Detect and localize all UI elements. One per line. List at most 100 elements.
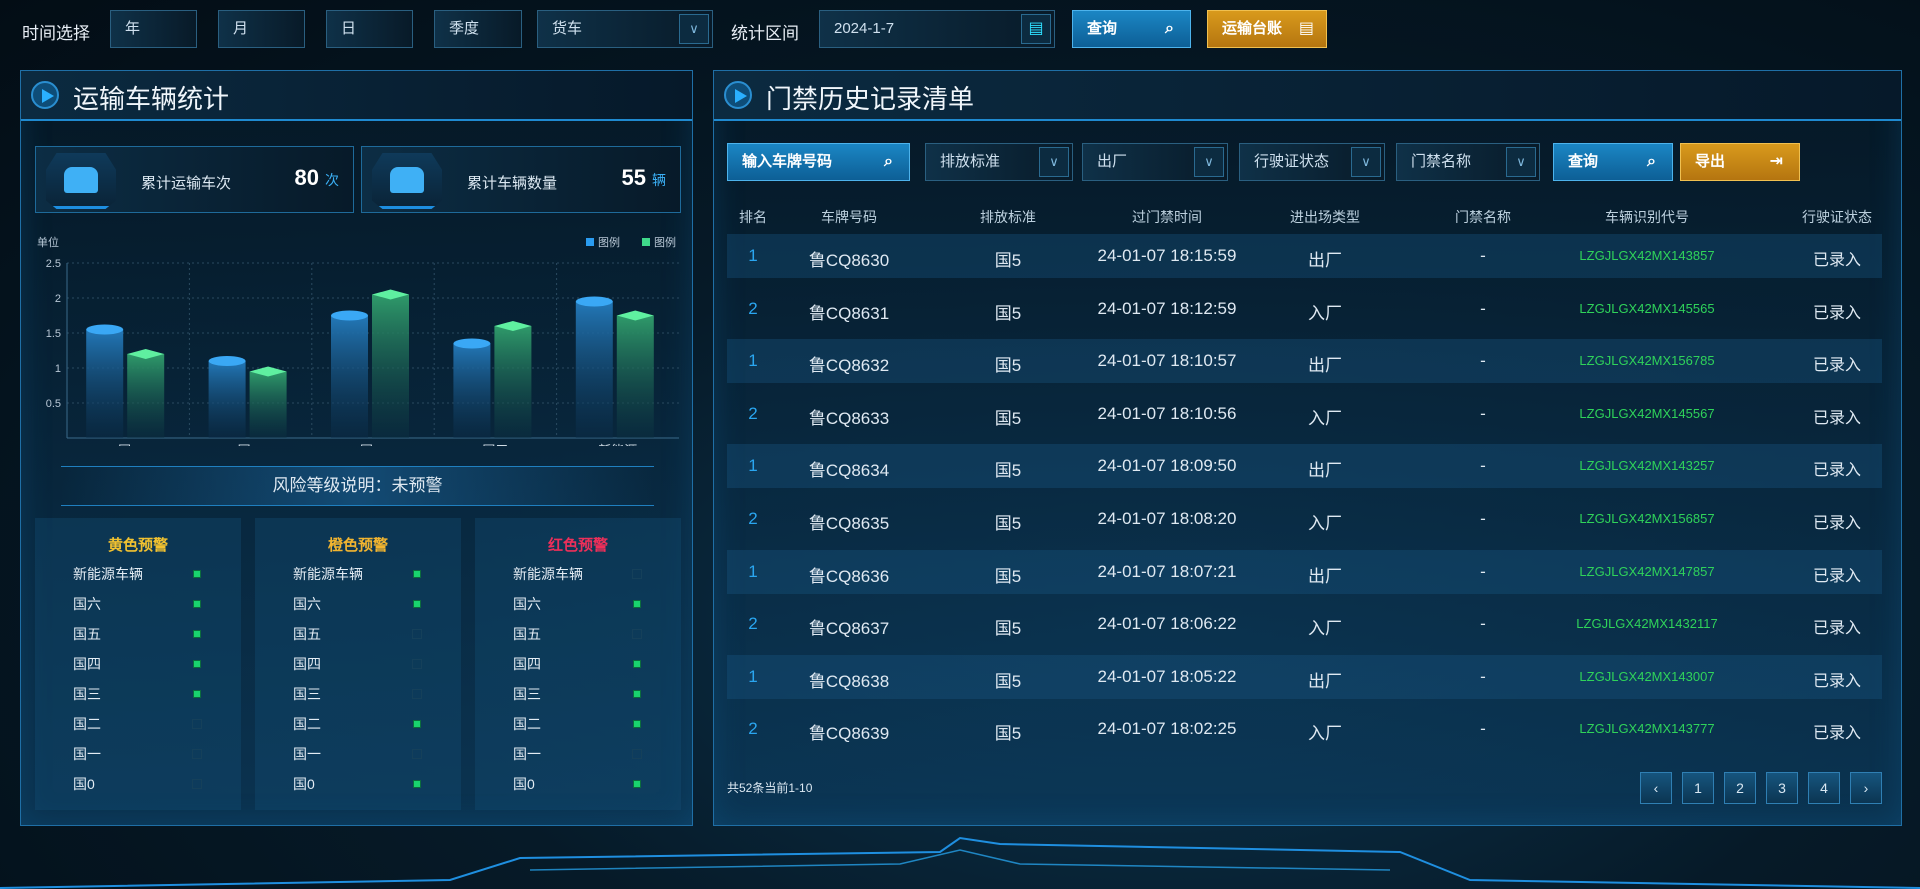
license-status-select[interactable]: 行驶证状态 ∨ xyxy=(1239,143,1385,181)
table-row[interactable]: 2 鲁CQ8637 国5 24-01-07 18:06:22 入厂 - LZGJLGX42M… xyxy=(727,602,1882,646)
column-header: 行驶证状态 xyxy=(1802,209,1872,225)
x-tick-label: 国一 xyxy=(238,443,264,446)
page-button-4[interactable]: 4 xyxy=(1808,772,1840,804)
cell-5: - xyxy=(1480,666,1486,686)
risk-group-title: 黄色预警 xyxy=(107,537,168,554)
cell-7: 已录入 xyxy=(1812,409,1862,427)
cell-7: 已录入 xyxy=(1812,357,1862,375)
risk-check-indicator xyxy=(632,629,642,639)
cell-3: 24-01-07 18:15:59 xyxy=(1097,246,1237,265)
risk-check-indicator xyxy=(633,720,641,728)
cell-6: LZGJLGX42MX143857 xyxy=(1579,248,1715,263)
cell-1: 鲁CQ8637 xyxy=(808,619,890,639)
cell-7: 已录入 xyxy=(1812,725,1862,743)
table-row[interactable]: 2 鲁CQ8631 国5 24-01-07 18:12:59 入厂 - LZGJLGX42M… xyxy=(727,287,1882,331)
ledger-button[interactable]: 运输台账 ▤ xyxy=(1207,10,1327,48)
table-row[interactable]: 1 鲁CQ8634 国5 24-01-07 18:09:50 出厂 - LZGJLGX42M… xyxy=(727,444,1882,489)
search-icon: ⌕ xyxy=(1165,20,1174,37)
risk-item-label: 国四 xyxy=(73,656,101,672)
cell-6: LZGJLGX42MX143257 xyxy=(1579,458,1715,474)
risk-check-indicator xyxy=(633,660,641,668)
risk-group: 橙色预警 新能源车辆 国六 国五 国四 国三 国二 国一 国0 xyxy=(255,518,461,810)
cell-3: 24-01-07 18:05:22 xyxy=(1097,666,1237,686)
page-button-3[interactable]: 3 xyxy=(1766,772,1798,804)
export-button[interactable]: 导出 ⇥ xyxy=(1680,143,1800,181)
day-input[interactable]: 日 xyxy=(326,10,413,48)
cell-4: 出厂 xyxy=(1308,461,1342,481)
x-tick-label: 国三 xyxy=(482,443,508,446)
risk-check-indicator xyxy=(412,659,422,669)
column-header: 车辆识别代号 xyxy=(1605,209,1689,225)
cell-0: 1 xyxy=(748,351,758,371)
ledger-label: 运输台账 xyxy=(1222,20,1283,37)
stat-label: 累计运输车次 xyxy=(141,175,232,192)
y-tick-label: 0.5 xyxy=(46,398,61,410)
risk-check-indicator xyxy=(413,720,421,728)
stat-value: 80 次 xyxy=(294,165,339,190)
bar xyxy=(372,294,409,438)
risk-check-indicator xyxy=(412,629,422,639)
prev-page-button[interactable]: ‹ xyxy=(1640,772,1672,804)
cell-3: 24-01-07 18:09:50 xyxy=(1097,456,1237,476)
y-tick-label: 2 xyxy=(55,293,61,305)
query-label: 查询 xyxy=(1568,153,1599,170)
risk-item-label: 国二 xyxy=(513,716,541,732)
chevron-down-icon: ∨ xyxy=(679,14,709,44)
cell-2: 国5 xyxy=(994,251,1022,270)
table-row[interactable]: 1 鲁CQ8636 国5 24-01-07 18:07:21 出厂 - LZGJLGX42M… xyxy=(727,549,1882,594)
quarter-input[interactable]: 季度 xyxy=(434,10,522,48)
calendar-icon[interactable]: ▤ xyxy=(1021,14,1051,44)
plate-placeholder: 输入车牌号码 xyxy=(742,153,833,170)
table-row[interactable]: 1 鲁CQ8638 国5 24-01-07 18:05:22 出厂 - LZGJLGX42M… xyxy=(727,654,1882,699)
table-row[interactable]: 2 鲁CQ8633 国5 24-01-07 18:10:56 入厂 - LZGJLGX42M… xyxy=(727,392,1882,436)
cell-3: 24-01-07 18:07:21 xyxy=(1097,561,1237,581)
risk-check-indicator xyxy=(193,600,201,608)
table-row[interactable]: 2 鲁CQ8635 国5 24-01-07 18:08:20 入厂 - LZGJLGX42M… xyxy=(727,497,1882,541)
emission-select[interactable]: 排放标准 ∨ xyxy=(925,143,1073,181)
month-input[interactable]: 月 xyxy=(218,10,305,48)
gate-name-select[interactable]: 门禁名称 ∨ xyxy=(1396,143,1540,181)
direction-select[interactable]: 出厂 ∨ xyxy=(1082,143,1228,181)
date-input[interactable]: 2024-1-7 ▤ xyxy=(819,10,1055,48)
table-row[interactable]: 2 鲁CQ8639 国5 24-01-07 18:02:25 入厂 - LZGJLGX42M… xyxy=(727,707,1882,751)
risk-check-indicator xyxy=(192,749,202,759)
cell-4: 入厂 xyxy=(1308,514,1342,533)
cell-6: LZGJLGX42MX1432117 xyxy=(1576,616,1718,632)
risk-group-title: 橙色预警 xyxy=(327,537,388,554)
page-button-2[interactable]: 2 xyxy=(1724,772,1756,804)
query-label: 查询 xyxy=(1087,20,1118,37)
cell-5: - xyxy=(1480,719,1486,739)
page-button-1[interactable]: 1 xyxy=(1682,772,1714,804)
table-query-button[interactable]: 查询 ⌕ xyxy=(1553,143,1673,181)
plate-search-input[interactable]: 输入车牌号码 ⌕ xyxy=(727,143,910,181)
risk-item-label: 新能源车辆 xyxy=(513,566,583,582)
risk-check-indicator xyxy=(193,570,201,578)
cell-3: 24-01-07 18:06:22 xyxy=(1097,614,1237,634)
direction-value: 出厂 xyxy=(1097,153,1128,170)
panel-title: 门禁历史记录清单 xyxy=(766,84,975,114)
risk-item-label: 国一 xyxy=(73,746,101,762)
risk-check-indicator xyxy=(193,690,201,698)
stat-card-vehicles: 累计车辆数量 55 辆 xyxy=(361,146,681,213)
vehicle-type-value: 货车 xyxy=(552,20,583,37)
search-icon: ⌕ xyxy=(884,153,893,170)
table-row[interactable]: 1 鲁CQ8630 国5 24-01-07 18:15:59 出厂 - LZGJLGX42M… xyxy=(727,234,1882,278)
legend-label: 图例 xyxy=(598,235,620,249)
next-page-button[interactable]: › xyxy=(1850,772,1882,804)
risk-check-indicator xyxy=(632,749,642,759)
year-input[interactable]: 年 xyxy=(110,10,197,48)
risk-group: 红色预警 新能源车辆 国六 国五 国四 国三 国二 国一 国0 xyxy=(475,518,681,810)
risk-item-label: 国二 xyxy=(73,716,101,732)
cell-6: LZGJLGX42MX147857 xyxy=(1579,563,1715,579)
query-button[interactable]: 查询 ⌕ xyxy=(1072,10,1191,48)
column-header: 排名 xyxy=(739,209,767,225)
risk-check-indicator xyxy=(193,630,201,638)
x-tick-label: 国二 xyxy=(360,443,386,446)
vehicle-type-select[interactable]: 货车 ∨ xyxy=(537,10,713,48)
cell-7: 已录入 xyxy=(1812,672,1862,690)
table-row[interactable]: 1 鲁CQ8632 国5 24-01-07 18:10:57 出厂 - LZGJLGX42M… xyxy=(727,339,1882,384)
cell-7: 已录入 xyxy=(1812,252,1862,269)
bar xyxy=(127,354,165,438)
cell-2: 国5 xyxy=(994,671,1022,691)
cell-7: 已录入 xyxy=(1812,304,1862,322)
